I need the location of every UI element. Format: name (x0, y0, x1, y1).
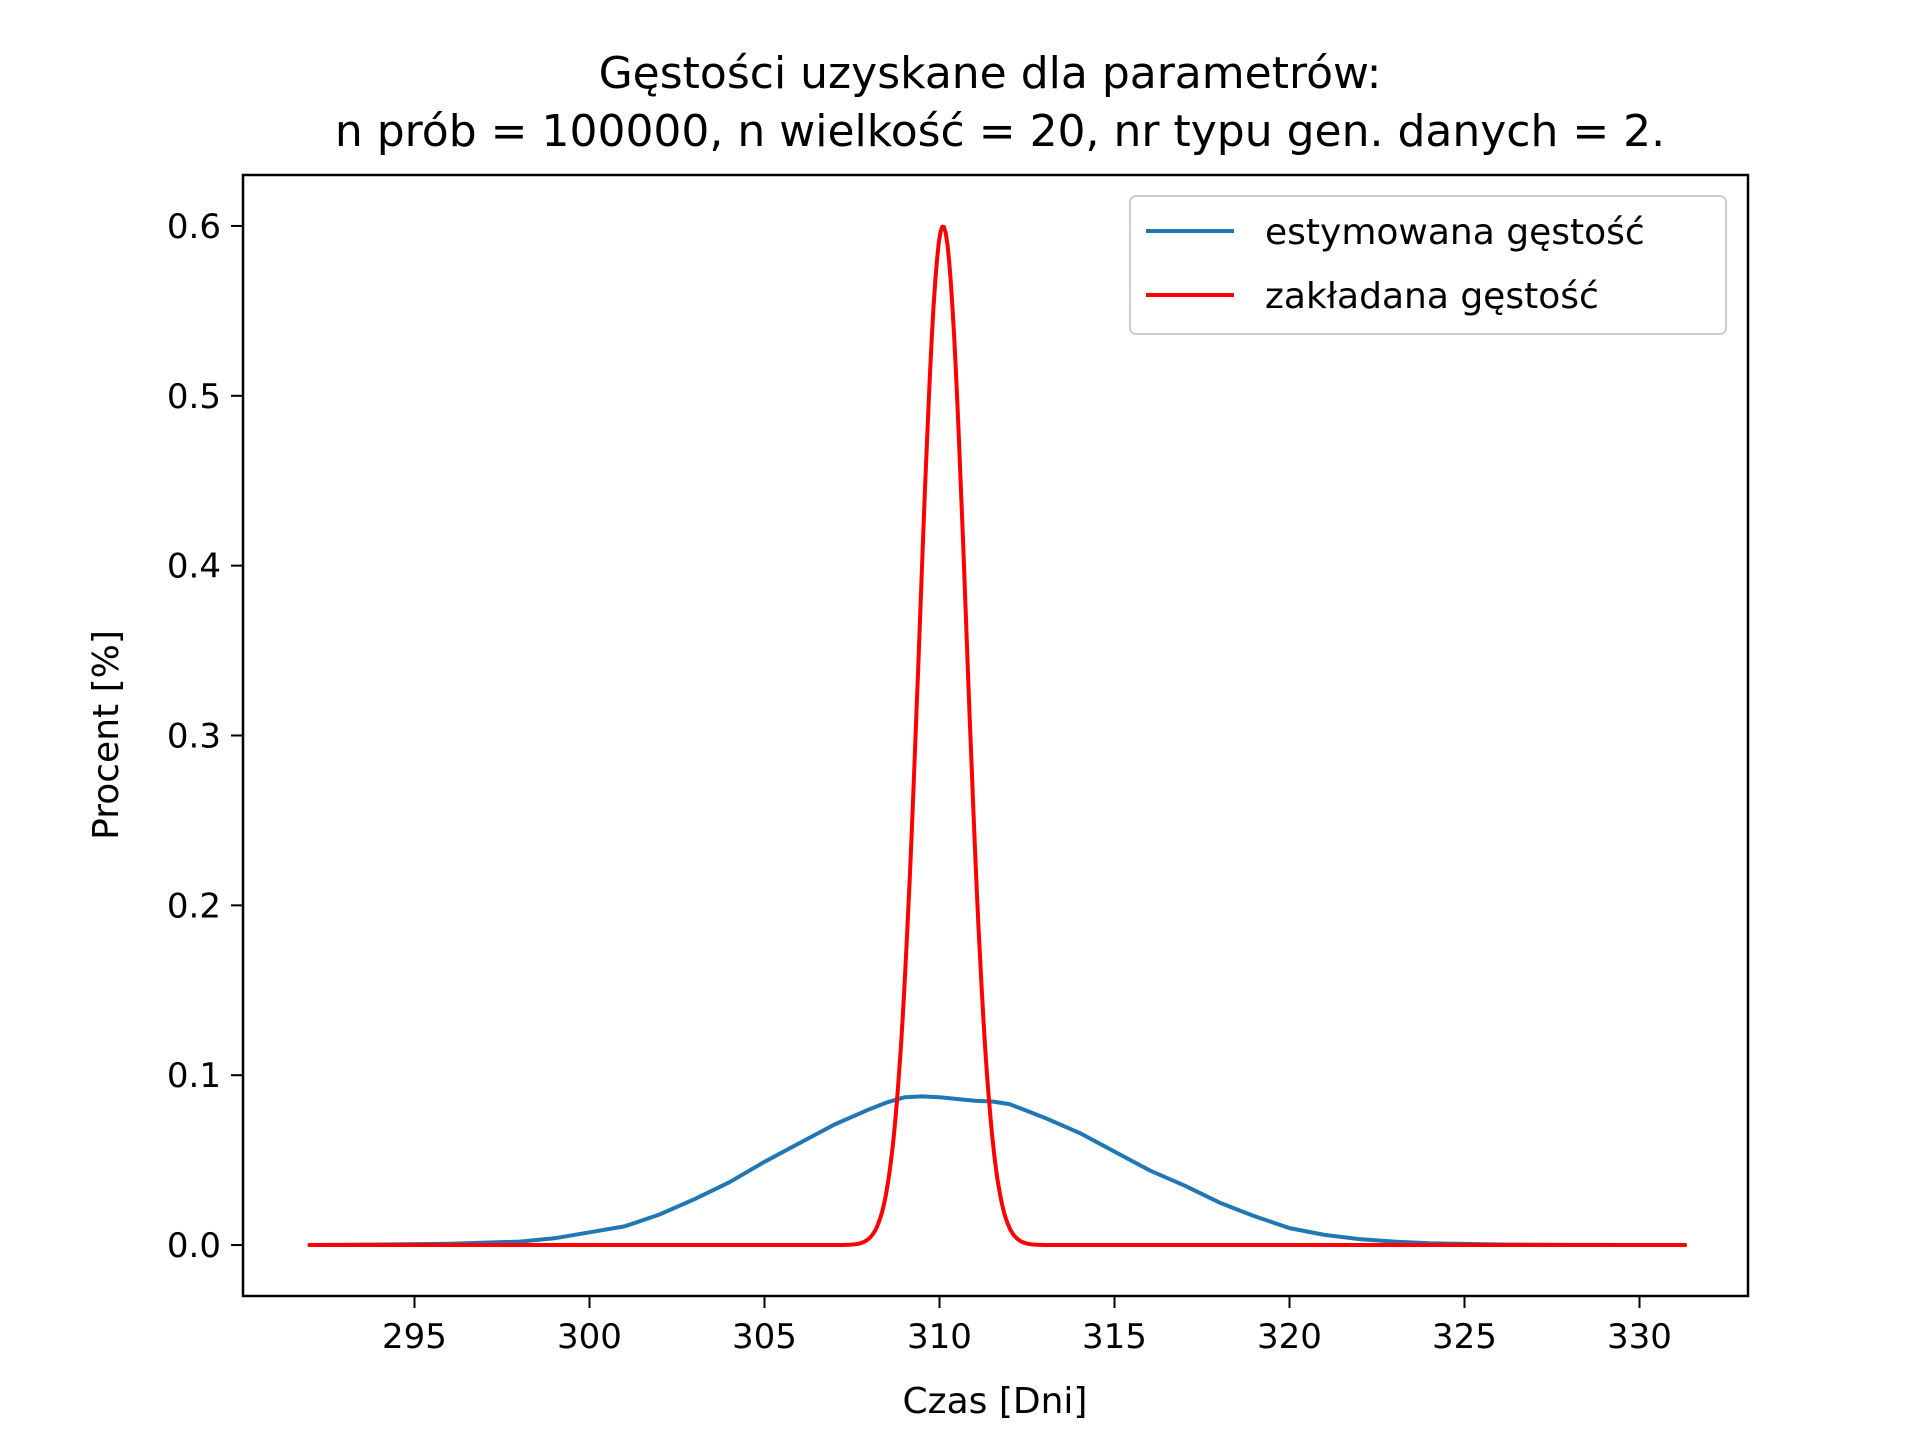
y-tick-label: 0.2 (167, 886, 221, 926)
legend-box (1129, 195, 1727, 335)
x-tick-label: 305 (732, 1317, 797, 1357)
y-tick-label: 0.4 (167, 547, 221, 587)
x-tick-label: 320 (1257, 1317, 1322, 1357)
series-layer (307, 224, 1687, 1247)
x-tick-label: 325 (1432, 1317, 1497, 1357)
y-tick-label: 0.1 (167, 1056, 221, 1096)
legend-label-zakladana: zakładana gęstość (1265, 276, 1599, 317)
x-axis-label: Czas [Dni] (903, 1381, 1088, 1422)
plot-frame (241, 173, 1750, 1298)
x-tick-label: 310 (907, 1317, 972, 1357)
x-tick-label: 315 (1082, 1317, 1147, 1357)
series-line-estymowana (307, 1094, 1687, 1247)
x-tick-label: 300 (557, 1317, 622, 1357)
chart-title-line1: Gęstości uzyskane dla parametrów: (599, 48, 1382, 99)
series-line-zakladana (307, 224, 1687, 1247)
y-tick-label: 0.3 (167, 717, 221, 757)
x-tick-label: 330 (1607, 1317, 1672, 1357)
y-tick-label: 0.5 (167, 377, 221, 417)
y-tick-label: 0.6 (167, 207, 221, 247)
chart-title-line2: n prób = 100000, n wielkość = 20, nr typ… (335, 106, 1665, 157)
legend-label-estymowana: estymowana gęstość (1265, 212, 1645, 253)
ticks-layer: 295 300 305 310 315 320 325 330 0.0 0.1 0.2 0.3 0.4 0… (167, 207, 1672, 1357)
x-tick-label: 295 (382, 1317, 447, 1357)
y-axis-label: Procent [%] (86, 630, 127, 840)
y-tick-label: 0.0 (167, 1226, 221, 1266)
legend: estymowana gęstość zakładana gęstość (1129, 195, 1727, 335)
